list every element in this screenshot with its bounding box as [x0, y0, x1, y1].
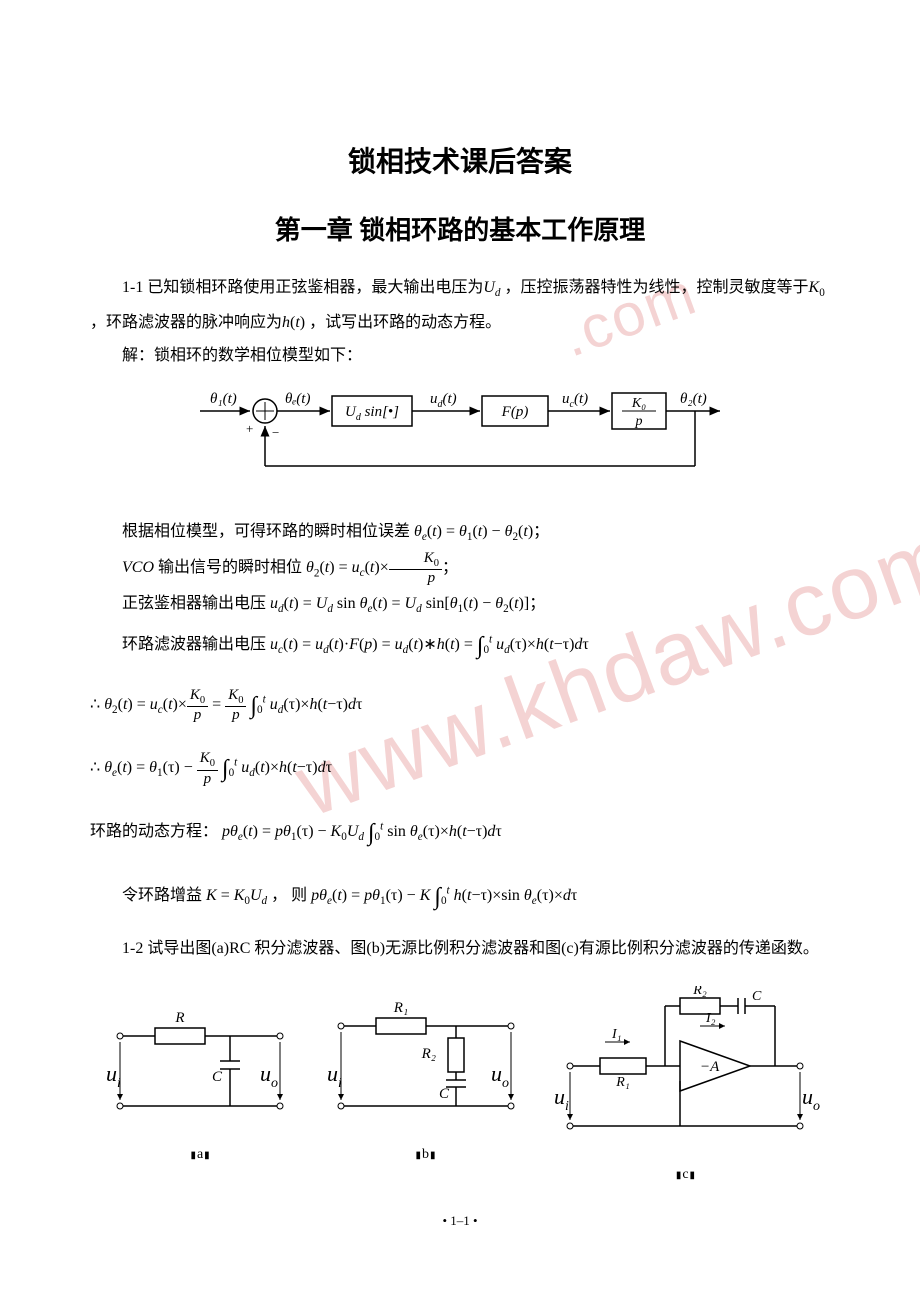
- sig-theta1: θ₁(t): [210, 391, 237, 407]
- c-R1: R₁: [616, 1075, 630, 1090]
- page-content: 锁相技术课后答案 第一章 锁相环路的基本工作原理 1-1 已知锁相环路使用正弦鉴…: [90, 140, 830, 1229]
- main-title: 锁相技术课后答案: [90, 140, 830, 180]
- deriv-l1: 根据相位模型，可得环路的瞬时相位误差 θe(t) = θ1(t) − θ2(t)…: [90, 515, 830, 550]
- sum-minus: −: [272, 425, 279, 440]
- b-R1: R₁: [392, 1000, 407, 1016]
- label-b: b: [415, 1147, 435, 1163]
- l1p: 根据相位模型，可得环路的瞬时相位误差: [122, 523, 410, 540]
- l4p: 环路滤波器输出电压: [122, 636, 266, 653]
- c-uo: uo: [802, 1084, 820, 1114]
- sig-uc: uc(t): [562, 391, 588, 410]
- c-ui: ui: [554, 1084, 569, 1114]
- c-C: C: [752, 989, 762, 1004]
- problem-1-1: 1-1 已知锁相环路使用正弦鉴相器，最大输出电压为Ud ，压控振荡器特性为线性，…: [90, 271, 830, 339]
- p11-t3: ，试写出环路的动态方程。: [309, 314, 501, 331]
- block-vco-den: p: [635, 414, 643, 429]
- label-a: a: [190, 1147, 209, 1163]
- b-ui: ui: [327, 1061, 342, 1091]
- deriv-l6: ∴ θe(t) = θ1(τ) − K0p ∫0t ud(t)×h(t−τ)dτ: [90, 741, 830, 799]
- chapter-title: 第一章 锁相环路的基本工作原理: [90, 210, 830, 247]
- a-C: C: [212, 1069, 223, 1085]
- a-ui: ui: [106, 1061, 121, 1091]
- problem-1-2: 1-2 试导出图(a)RC 积分滤波器、图(b)无源比例积分滤波器和图(c)有源…: [90, 932, 830, 966]
- p11-t1: ，压控振荡器特性为线性，控制灵敏度等于: [505, 279, 809, 296]
- a-uo: uo: [260, 1061, 278, 1091]
- sum-plus: +: [246, 421, 253, 436]
- b-C: C: [439, 1086, 450, 1102]
- l3p: 正弦鉴相器输出电压: [122, 595, 266, 612]
- block-pd: Ud sin[•]: [345, 404, 399, 423]
- l7p: 环路的动态方程：: [90, 823, 218, 840]
- deriv-l5: ∴ θ2(t) = uc(t)×K0p = K0p ∫0t ud(τ)×h(t−…: [90, 678, 830, 736]
- deriv-l8: 令环路增益 K = K0Ud ， 则 pθe(t) = pθ1(τ) − K ∫…: [90, 869, 830, 927]
- a-R: R: [174, 1010, 184, 1026]
- c-A: −A: [700, 1059, 720, 1075]
- block-vco-num: K₀: [631, 396, 646, 411]
- circuit-c: R₁ I₁ −A R₂ C: [541, 986, 830, 1183]
- sig-ud: ud(t): [430, 391, 457, 410]
- solution-intro: 解：锁相环的数学相位模型如下：: [90, 339, 830, 373]
- p11-t0: 1-1 已知锁相环路使用正弦鉴相器，最大输出电压为: [122, 279, 483, 296]
- deriv-l2: VCO VCO 输出信号的瞬时相位输出信号的瞬时相位 θ2(t) = uc(t)…: [90, 550, 830, 587]
- deriv-l7: 环路的动态方程： pθe(t) = pθ1(τ) − K0Ud ∫0t sin …: [90, 805, 830, 863]
- c-I2: I₂: [705, 1011, 716, 1026]
- c-R2: R₂: [693, 986, 708, 998]
- page-number: • 1–1 •: [90, 1213, 830, 1229]
- circuits-row: R C ui uo a: [90, 986, 830, 1183]
- deriv-l3: 正弦鉴相器输出电压 ud(t) = Ud sin θe(t) = Ud sin[…: [90, 587, 830, 622]
- circuit-a: R C ui uo a: [90, 986, 310, 1183]
- b-uo: uo: [491, 1061, 509, 1091]
- label-c: c: [676, 1167, 695, 1183]
- c-I1: I₁: [611, 1027, 622, 1042]
- pll-block-diagram: θ₁(t) + − θₑ(t) Ud sin[•] ud(t) F(p) uc(…: [190, 381, 730, 491]
- sig-theta2: θ₂(t): [680, 391, 707, 407]
- b-R2: R₂: [420, 1046, 435, 1062]
- p11-t2: ，环路滤波器的脉冲响应为: [90, 314, 282, 331]
- circuit-b: R₁ R₂ C ui uo b: [310, 986, 541, 1183]
- block-filter: F(p): [501, 404, 529, 420]
- sig-thetae: θₑ(t): [285, 391, 310, 407]
- deriv-l4: 环路滤波器输出电压 uc(t) = ud(t)·F(p) = ud(t)∗h(t…: [90, 621, 830, 671]
